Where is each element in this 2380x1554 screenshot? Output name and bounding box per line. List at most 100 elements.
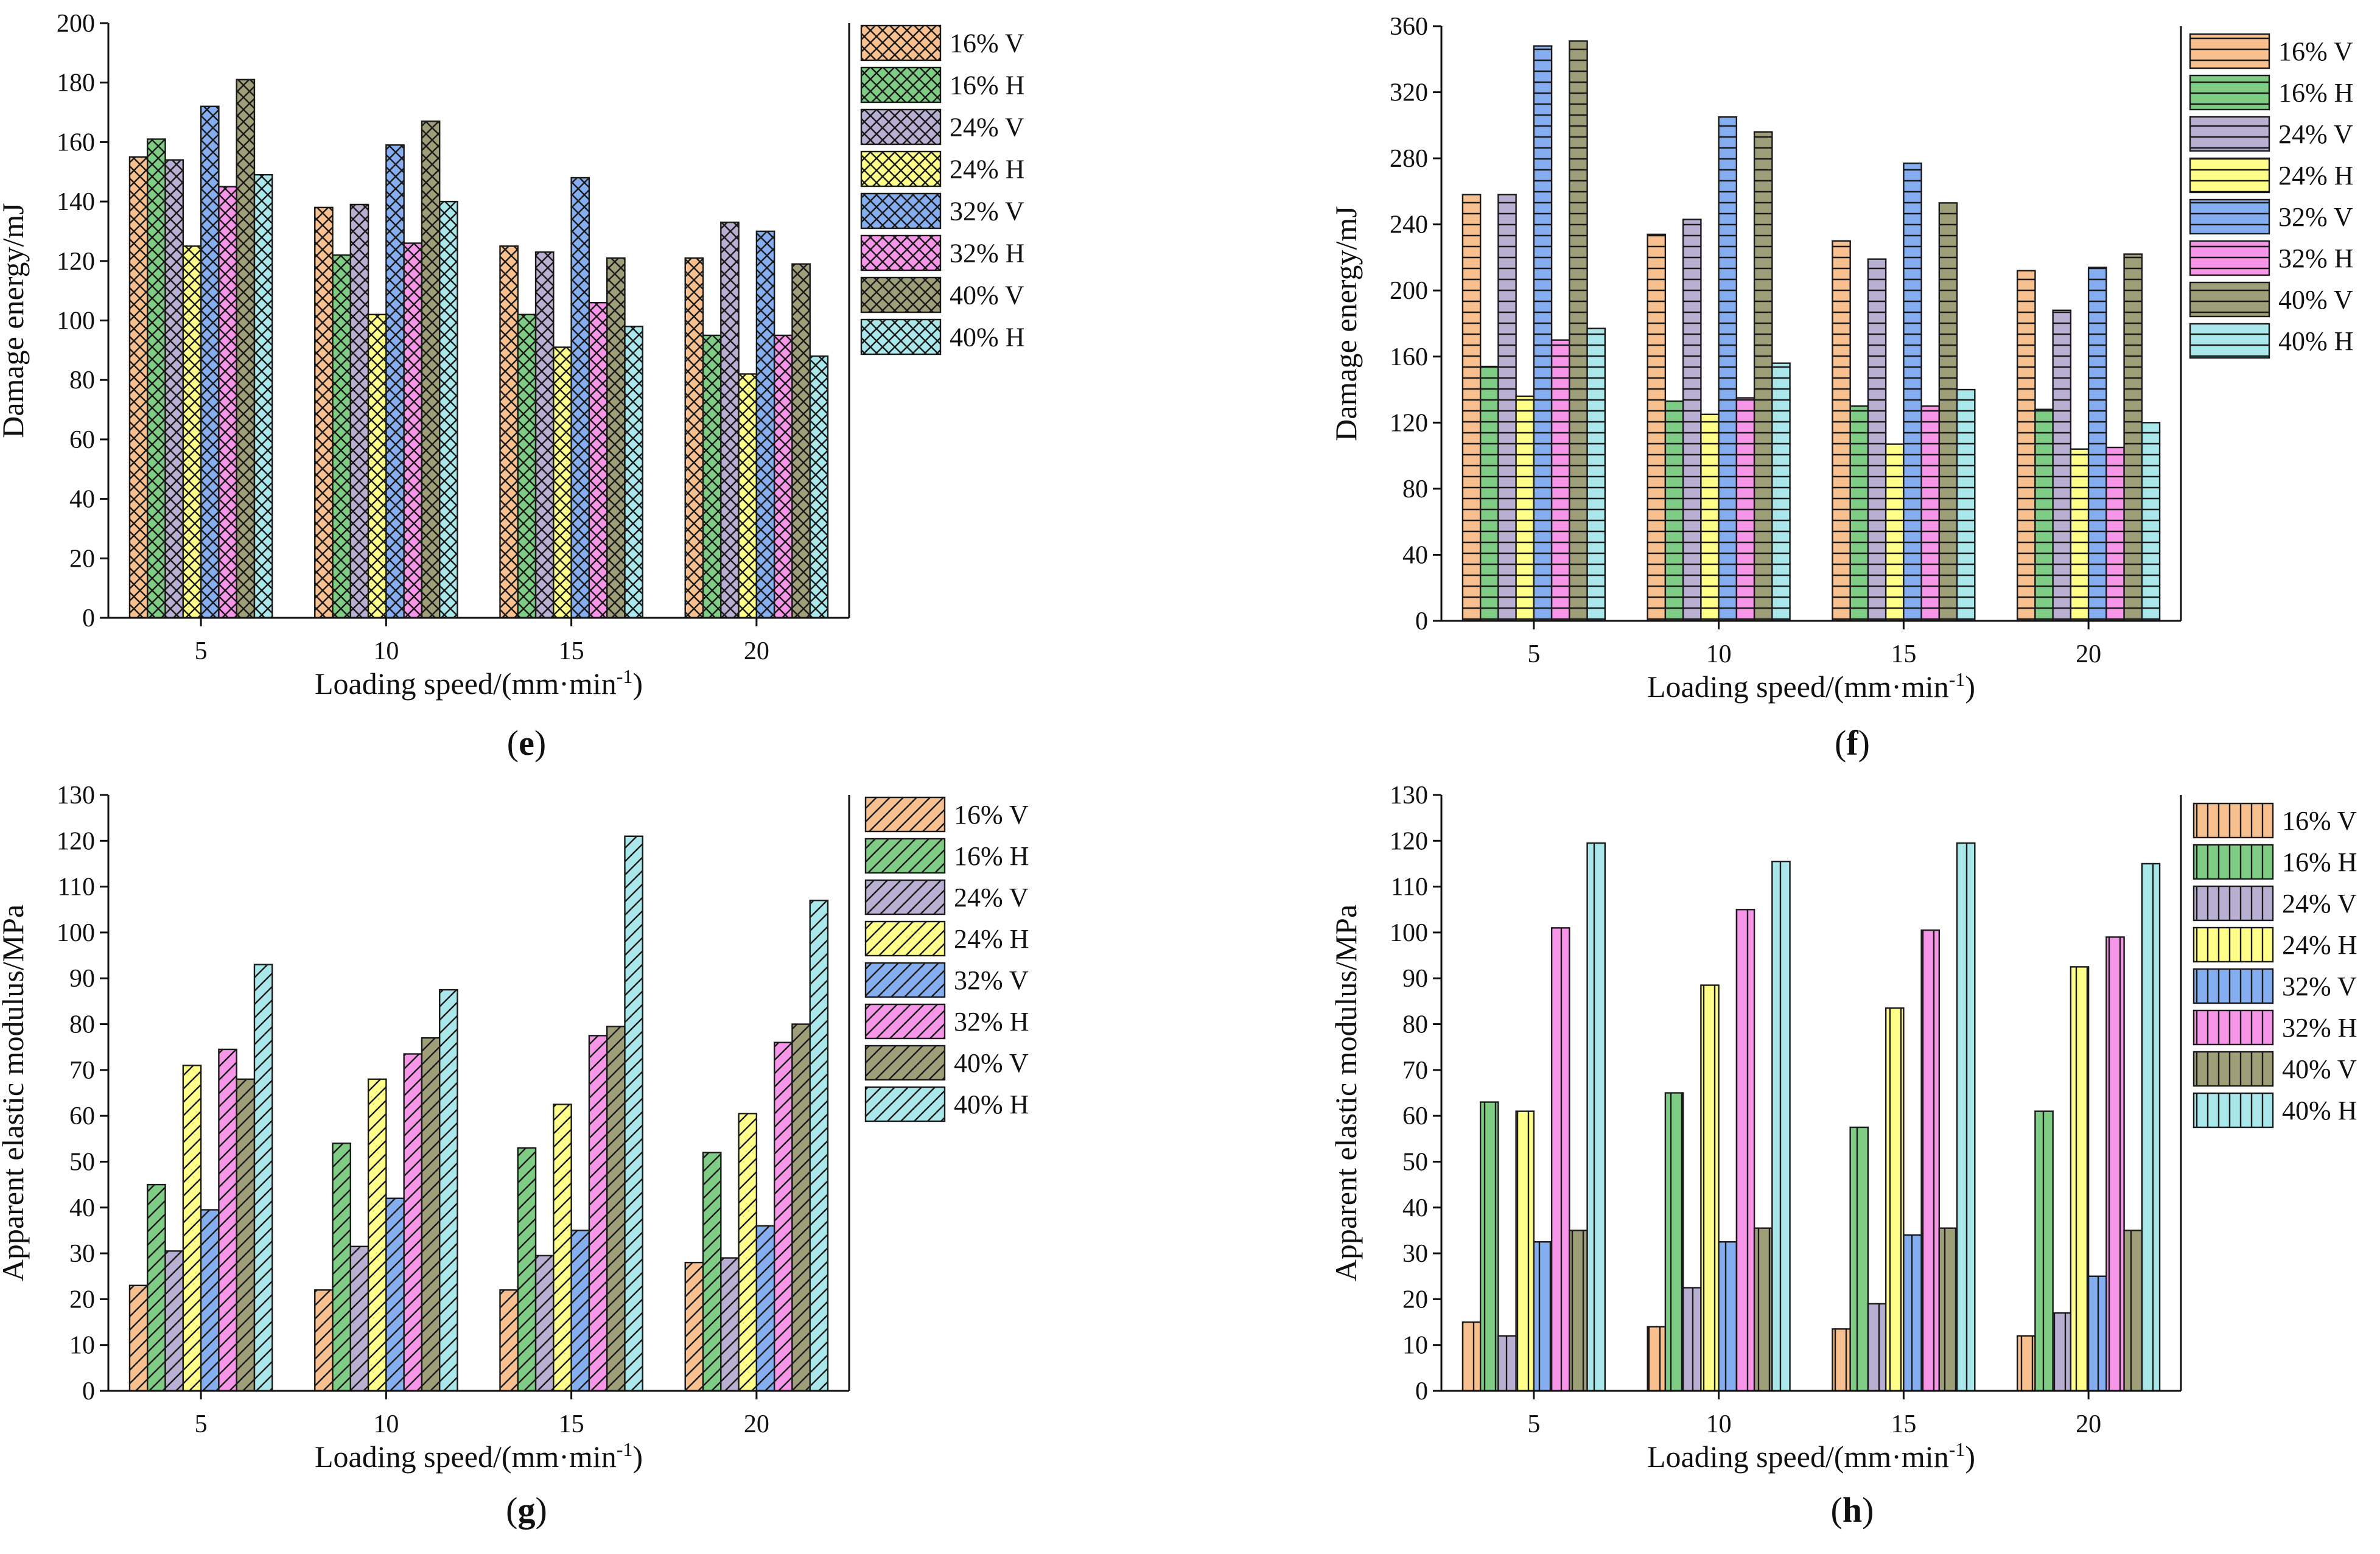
bar-16pct-v-10 <box>314 1289 334 1392</box>
bar-32pct-v-20 <box>755 230 775 619</box>
legend-swatch <box>864 796 946 833</box>
bar-16pct-v-15 <box>499 1289 519 1392</box>
legend-label: 32% H <box>2278 243 2353 273</box>
legend-label: 32% V <box>954 965 1029 995</box>
bar-40pct-v-20 <box>791 263 811 619</box>
legend-item-24pct-h: 24% H <box>2193 926 2357 963</box>
bar-40pct-h-10 <box>1771 362 1791 622</box>
bar-16pct-v-20 <box>2016 1335 2036 1392</box>
bar-40pct-h-10 <box>1771 860 1791 1392</box>
bar-16pct-h-10 <box>1664 400 1684 622</box>
legend-item-16pct-h: 16% H <box>864 838 1029 874</box>
bar-32pct-v-15 <box>1903 1234 1922 1392</box>
legend-swatch <box>2189 33 2270 69</box>
x-tick-label: 15 <box>1891 640 1916 668</box>
bar-16pct-v-5 <box>128 156 149 619</box>
legend-label: 24% H <box>2278 161 2353 191</box>
legend-label: 24% V <box>954 883 1029 912</box>
x-tick-label: 10 <box>1706 640 1732 668</box>
y-tick-label: 120 <box>57 248 95 276</box>
bar-40pct-v-15 <box>606 1026 626 1392</box>
y-tick-label: 20 <box>69 545 95 573</box>
bar-40pct-v-15 <box>1938 202 1958 622</box>
y-tick-label: 20 <box>69 1286 95 1314</box>
legend-swatch <box>860 66 942 103</box>
chart-panel-e: 0 20 40 60 80 100 120 140 160 180 200 5 10 15 20 Loadin… <box>0 10 1024 763</box>
y-tick-label: 100 <box>1390 919 1428 947</box>
legend-swatch <box>2189 74 2270 111</box>
legend-swatch <box>860 276 942 313</box>
legend-label: 32% V <box>2282 971 2357 1001</box>
bar-40pct-h-10 <box>439 200 458 619</box>
y-axis-title: Damage energy/mJ <box>1329 206 1363 441</box>
legend-label: 16% H <box>950 71 1024 100</box>
y-tick-label: 160 <box>57 128 95 156</box>
bar-40pct-v-10 <box>1753 131 1773 622</box>
bar-32pct-h-5 <box>218 186 237 619</box>
bar-16pct-v-15 <box>1832 1328 1851 1392</box>
legend-swatch <box>864 1086 946 1122</box>
y-tick-label: 160 <box>1390 343 1428 371</box>
bar-32pct-v-5 <box>200 105 220 619</box>
legend-label: 24% H <box>950 155 1024 184</box>
legend-swatch <box>864 962 946 998</box>
bar-40pct-h-5 <box>253 173 273 619</box>
bar-16pct-v-10 <box>1647 233 1667 622</box>
bar-16pct-v-5 <box>1461 1321 1482 1392</box>
bar-24pct-v-10 <box>1682 219 1702 622</box>
y-tick-label: 10 <box>69 1332 95 1360</box>
bar-16pct-h-20 <box>2034 1110 2054 1392</box>
y-tick-label: 80 <box>1402 1011 1428 1039</box>
legend-label: 32% V <box>2278 202 2353 232</box>
y-tick-label: 50 <box>69 1148 95 1176</box>
legend-swatch <box>2189 240 2270 276</box>
bar-24pct-v-15 <box>1867 1303 1887 1392</box>
x-tick-label: 5 <box>1527 640 1540 668</box>
x-tick-label: 15 <box>559 1410 584 1438</box>
bar-32pct-v-20 <box>2087 267 2107 622</box>
bar-40pct-v-5 <box>236 1078 256 1392</box>
bar-24pct-h-5 <box>1515 395 1535 622</box>
x-tick-label: 20 <box>2076 640 2101 668</box>
bar-16pct-h-15 <box>1849 405 1869 622</box>
legend-swatch <box>2193 885 2274 922</box>
bar-40pct-v-10 <box>1753 1227 1773 1392</box>
legend-swatch <box>860 318 942 355</box>
bar-32pct-h-10 <box>1735 397 1755 622</box>
legend-swatch <box>860 24 942 61</box>
bar-24pct-v-5 <box>164 1250 184 1392</box>
legend-item-32pct-h: 32% H <box>2189 240 2353 276</box>
bar-24pct-v-20 <box>2052 1312 2072 1392</box>
legend-label: 16% V <box>2278 37 2353 66</box>
bar-32pct-v-10 <box>385 1197 405 1392</box>
bar-16pct-v-5 <box>1461 194 1482 622</box>
legend-label: 24% V <box>950 113 1024 142</box>
bar-16pct-h-20 <box>702 1152 722 1392</box>
legend-swatch <box>2189 323 2270 359</box>
bar-24pct-h-10 <box>1700 984 1720 1392</box>
legend-label: 32% H <box>950 239 1024 268</box>
legend-label: 32% V <box>950 197 1024 226</box>
y-tick-label: 10 <box>1402 1332 1428 1360</box>
y-tick-label: 80 <box>1402 475 1428 503</box>
y-tick-label: 0 <box>82 1377 95 1405</box>
chart-panel-g: 0 10 20 30 40 50 60 70 80 90 100 110 120 130 5 10 15 20 Lo… <box>0 782 1029 1530</box>
bar-24pct-h-20 <box>2070 448 2090 622</box>
y-tick-label: 50 <box>1402 1148 1428 1176</box>
bar-16pct-v-20 <box>684 257 704 619</box>
legend-item-16pct-v: 16% V <box>2193 802 2357 839</box>
bar-24pct-v-10 <box>349 1245 369 1392</box>
y-tick-label: 70 <box>69 1057 95 1085</box>
bar-32pct-v-5 <box>200 1209 220 1392</box>
bar-16pct-h-5 <box>147 1183 166 1392</box>
legend-item-40pct-h: 40% H <box>2193 1092 2357 1129</box>
legend-swatch <box>864 838 946 874</box>
x-tick-label: 20 <box>2076 1410 2101 1438</box>
legend-swatch <box>2193 1009 2274 1046</box>
y-tick-label: 40 <box>1402 1194 1428 1222</box>
legend-item-32pct-v: 32% V <box>2189 198 2353 235</box>
legend-label: 40% V <box>2278 285 2353 315</box>
bar-16pct-v-10 <box>1647 1326 1667 1392</box>
legend-label: 24% V <box>2282 889 2357 919</box>
